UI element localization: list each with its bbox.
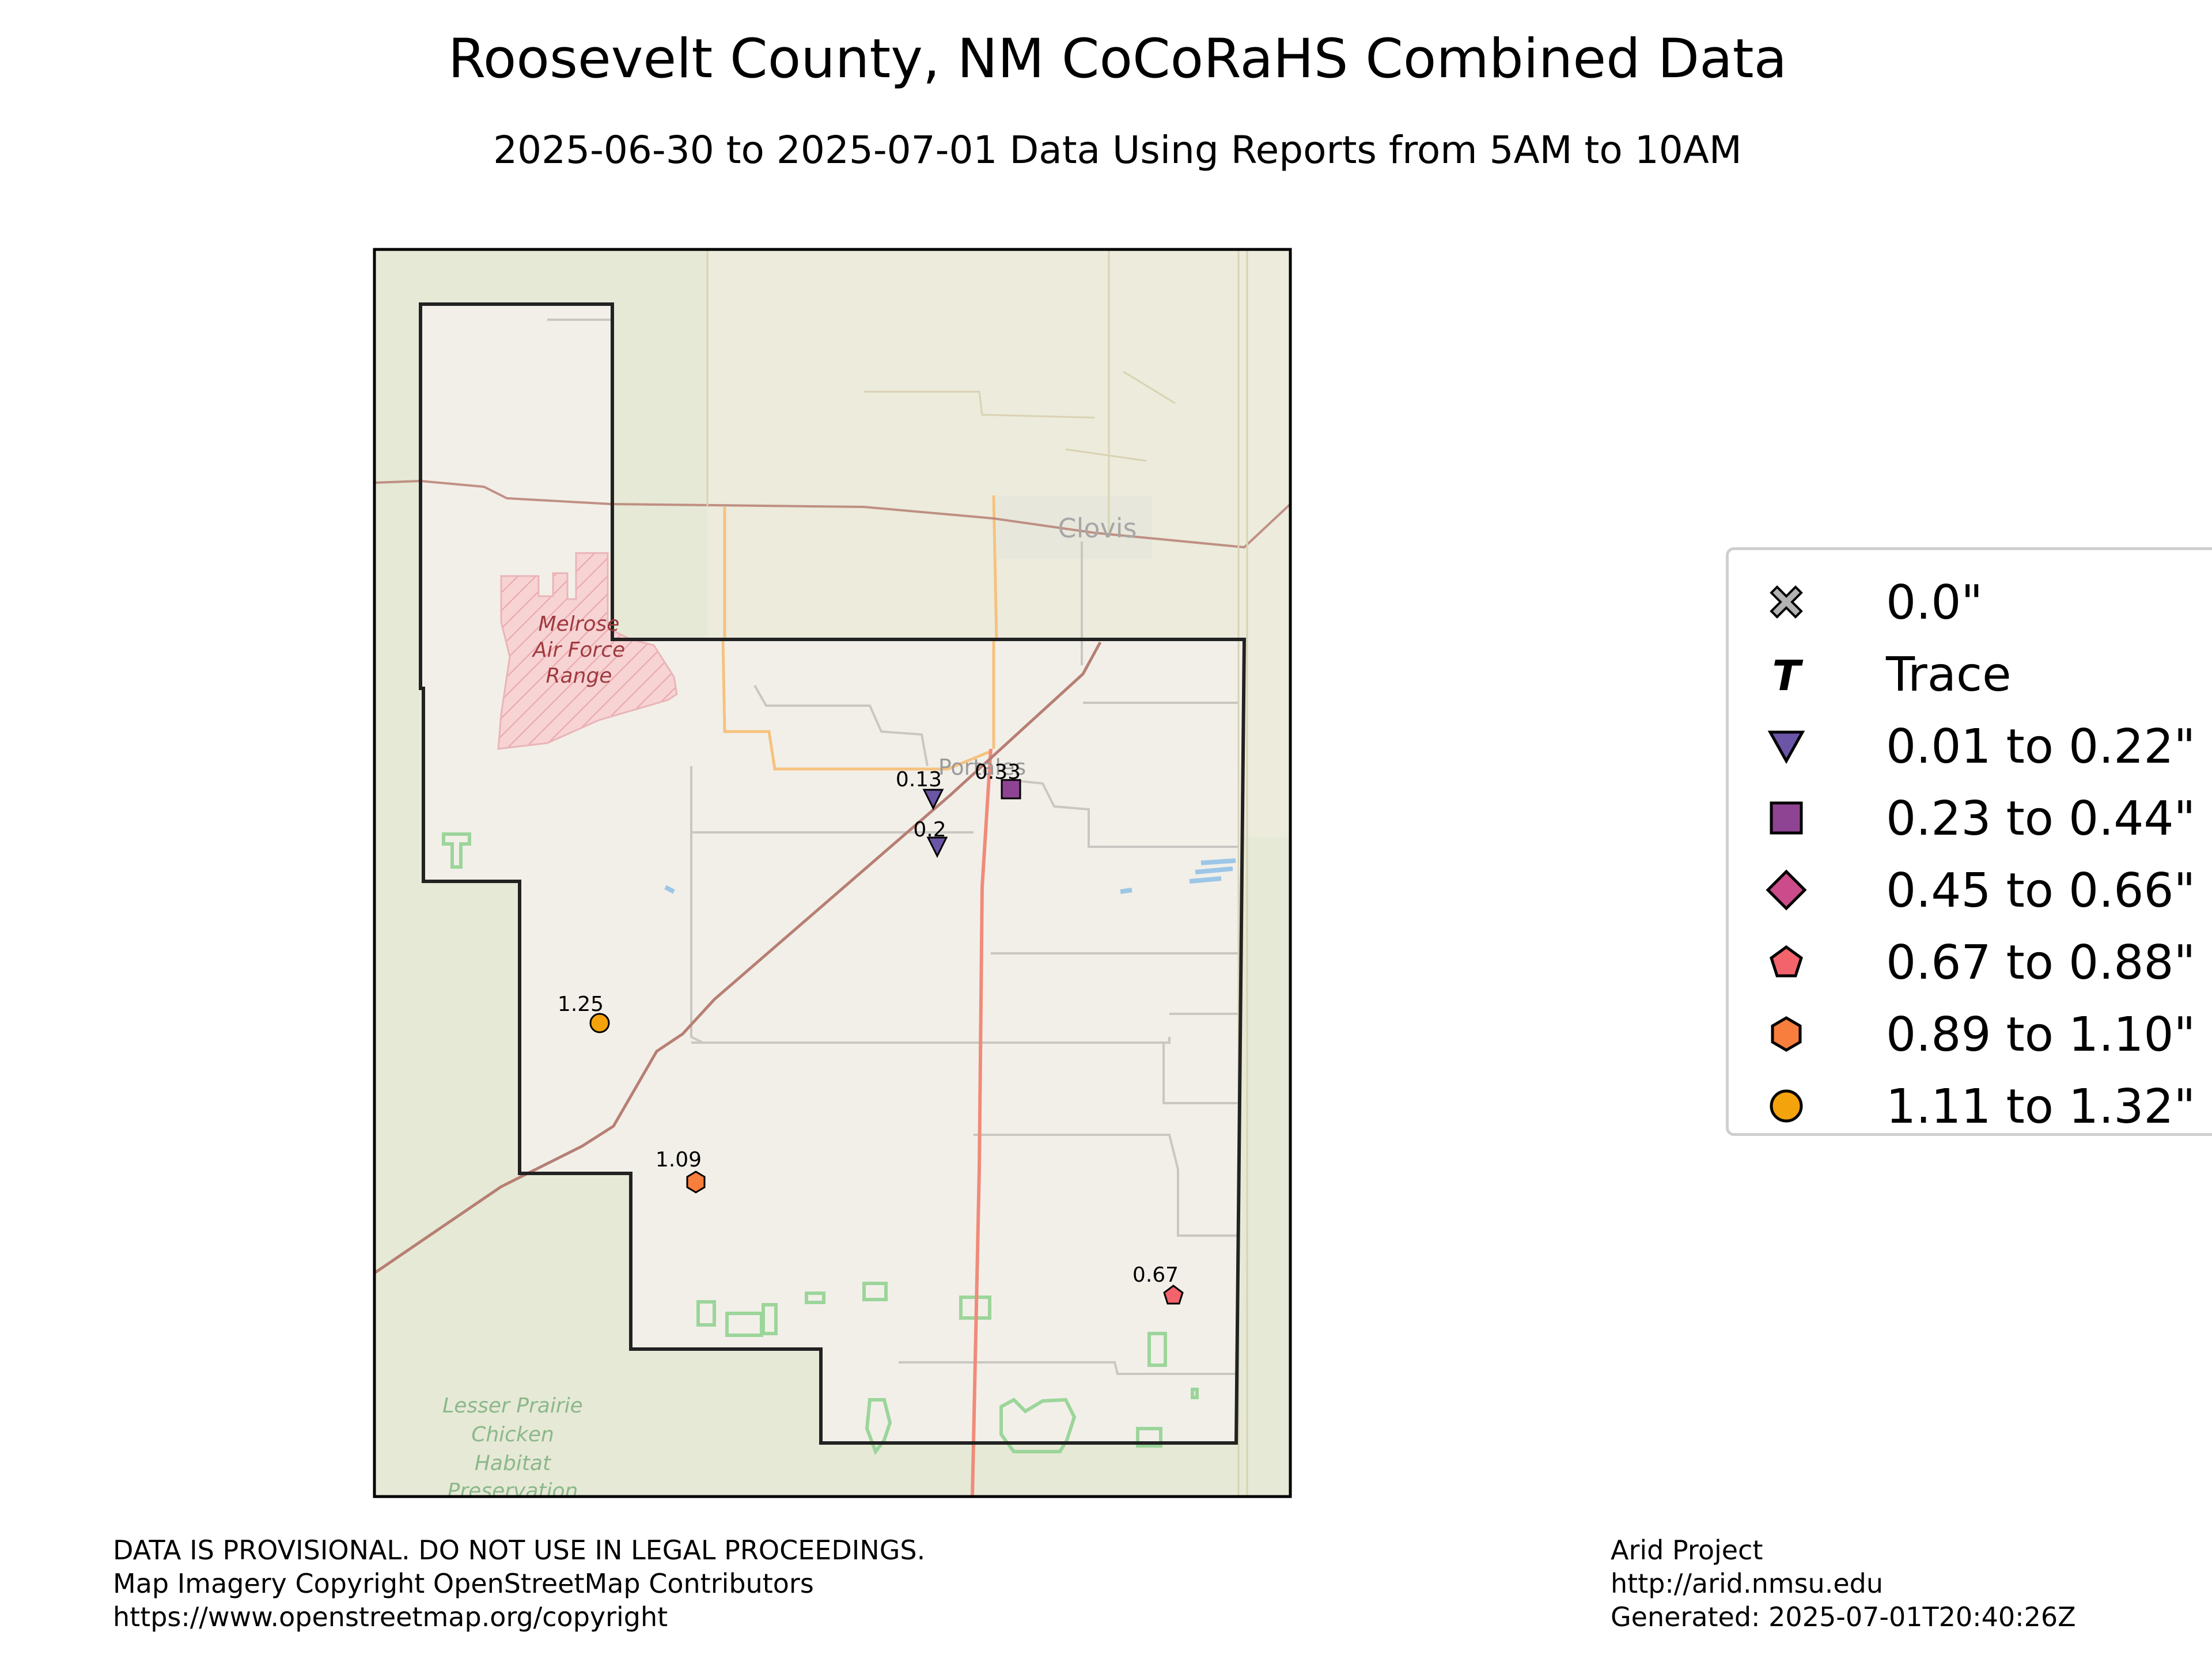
county-border bbox=[419, 302, 1247, 1445]
legend-item-range-1: 0.01 to 0.22" bbox=[1729, 710, 2212, 782]
legend-label: 0.01 to 0.22" bbox=[1886, 719, 2196, 774]
station-markers bbox=[589, 779, 1184, 1305]
station-value-labels: 0.13 0.33 0.2 1.25 1.09 0.67 bbox=[558, 760, 1179, 1287]
legend-label: 0.67 to 0.88" bbox=[1886, 935, 2196, 990]
page-title: Roosevelt County, NM CoCoRaHS Combined D… bbox=[448, 28, 1787, 90]
legend-item-range-4: 0.67 to 0.88" bbox=[1729, 926, 2212, 998]
station-value-label: 0.33 bbox=[975, 760, 1021, 784]
legend-label: Trace bbox=[1886, 647, 2012, 702]
legend-item-range-2: 0.23 to 0.44" bbox=[1729, 782, 2212, 854]
footer-line: Arid Project bbox=[1611, 1535, 1763, 1566]
circle-icon bbox=[1770, 1089, 1803, 1123]
map-frame bbox=[373, 248, 1292, 1498]
legend-item-range-6: 1.11 to 1.32" bbox=[1729, 1070, 2212, 1142]
marker-pentagon[interactable] bbox=[1163, 1285, 1184, 1305]
footer-credits: Arid Project http://arid.nmsu.edu Generate… bbox=[1611, 1533, 2076, 1634]
clovis-urban-area bbox=[997, 495, 1152, 559]
pentagon-icon bbox=[1770, 945, 1803, 978]
page-subtitle: 2025-06-30 to 2025-07-01 Data Using Repo… bbox=[493, 128, 1742, 172]
marker-triangle-down[interactable] bbox=[926, 836, 948, 858]
legend-label: 0.89 to 1.10" bbox=[1886, 1007, 2196, 1062]
water-features bbox=[664, 858, 1236, 894]
legend-item-trace: T Trace bbox=[1729, 638, 2212, 710]
place-label-lesser-prairie-line2: Chicken bbox=[471, 1423, 554, 1446]
station-value-label: 1.09 bbox=[656, 1148, 702, 1172]
footer-line: Generated: 2025-07-01T20:40:26Z bbox=[1611, 1601, 2076, 1633]
place-label-clovis: Clovis bbox=[1058, 513, 1137, 544]
x-marker-icon bbox=[1770, 585, 1803, 619]
place-label-melrose-line2: Air Force bbox=[532, 638, 625, 662]
footer-line: Map Imagery Copyright OpenStreetMap Cont… bbox=[113, 1568, 814, 1599]
legend-label: 0.0" bbox=[1886, 575, 1983, 630]
place-label-portales: Portales bbox=[938, 755, 1026, 780]
legend: 0.0" T Trace 0.01 to 0.22" 0.23 to 0.44"… bbox=[1726, 547, 2212, 1136]
station-value-label: 1.25 bbox=[558, 993, 604, 1016]
railway bbox=[374, 641, 1102, 1275]
highway-east-west bbox=[374, 479, 1290, 549]
marker-circle[interactable] bbox=[589, 1013, 610, 1033]
footer-link[interactable]: http://arid.nmsu.edu bbox=[1611, 1568, 1883, 1599]
county-land-fill bbox=[421, 304, 1244, 1443]
marker-square[interactable] bbox=[1001, 779, 1021, 800]
square-icon bbox=[1770, 801, 1803, 835]
legend-label: 0.23 to 0.44" bbox=[1886, 791, 2196, 846]
triangle-down-icon bbox=[1767, 730, 1805, 764]
legend-item-range-5: 0.89 to 1.10" bbox=[1729, 998, 2212, 1070]
marker-hexagon[interactable] bbox=[686, 1171, 706, 1194]
place-label-lesser-prairie-line4: Preservation bbox=[448, 1479, 578, 1503]
marker-triangle-down[interactable] bbox=[922, 789, 944, 810]
station-value-label: 0.13 bbox=[896, 768, 942, 791]
place-label-melrose: Melrose Air Force Range bbox=[532, 612, 625, 688]
place-label-melrose-line3: Range bbox=[546, 664, 612, 688]
footer-line: DATA IS PROVISIONAL. DO NOT USE IN LEGAL… bbox=[113, 1535, 926, 1566]
footer-disclaimer: DATA IS PROVISIONAL. DO NOT USE IN LEGAL… bbox=[113, 1533, 925, 1634]
minor-roads bbox=[547, 319, 1238, 1375]
hexagon-icon bbox=[1771, 1016, 1802, 1052]
station-value-label: 0.67 bbox=[1132, 1263, 1179, 1287]
trace-t-icon: T bbox=[1772, 652, 1803, 697]
legend-label: 1.11 to 1.32" bbox=[1886, 1080, 2196, 1134]
station-value-label: 0.2 bbox=[913, 818, 946, 842]
protected-areas bbox=[442, 832, 1199, 1456]
footer-link[interactable]: https://www.openstreetmap.org/copyright bbox=[113, 1601, 668, 1633]
highway-north-south bbox=[971, 748, 993, 1497]
place-label-lesser-prairie-line1: Lesser Prairie bbox=[442, 1394, 583, 1418]
legend-item-range-3: 0.45 to 0.66" bbox=[1729, 854, 2212, 926]
svg-text:T: T bbox=[1772, 652, 1803, 697]
diamond-icon bbox=[1766, 869, 1807, 911]
place-label-lesser-prairie: Lesser Prairie Chicken Habitat Preservat… bbox=[442, 1394, 583, 1503]
place-label-lesser-prairie-line3: Habitat bbox=[475, 1452, 552, 1475]
legend-label: 0.45 to 0.66" bbox=[1886, 863, 2196, 918]
legend-item-zero: 0.0" bbox=[1729, 566, 2212, 638]
place-label-melrose-line1: Melrose bbox=[539, 612, 620, 636]
